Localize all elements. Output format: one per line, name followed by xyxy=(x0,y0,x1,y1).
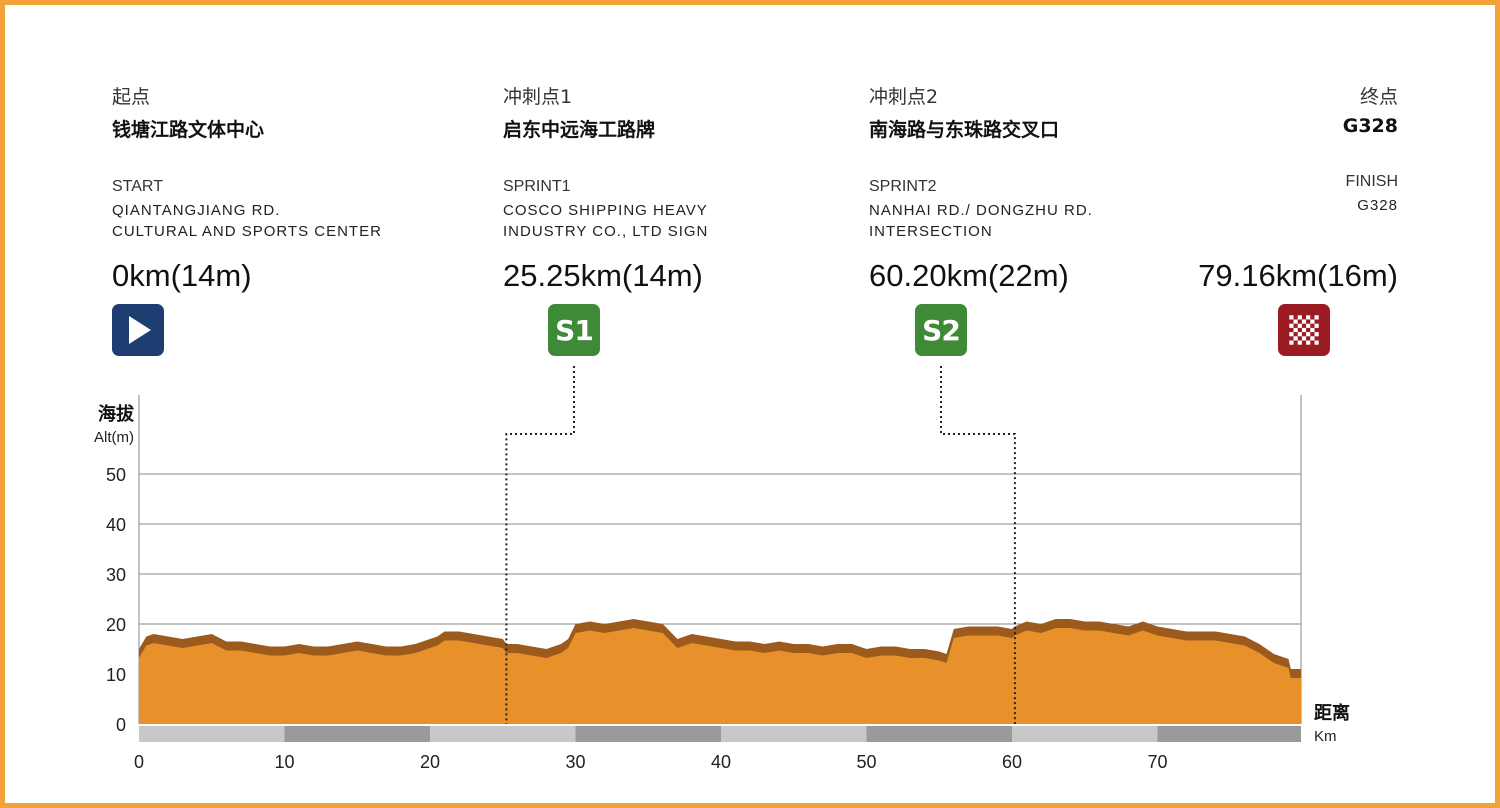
y-tick-label: 10 xyxy=(106,665,126,685)
sprint1-en-label: SPRINT1 xyxy=(503,178,571,195)
sprint2-en-label: SPRINT2 xyxy=(869,178,937,195)
y-tick-label: 50 xyxy=(106,465,126,485)
x-tick-label: 30 xyxy=(565,752,585,772)
y-tick-label: 30 xyxy=(106,565,126,585)
start-en-name: QIANTANGJIANG RD. CULTURAL AND SPORTS CE… xyxy=(112,202,382,240)
start-marker xyxy=(112,304,164,356)
x-tick-label: 70 xyxy=(1147,752,1167,772)
start-zh-name: 钱塘江路文体中心 xyxy=(112,119,265,141)
x-tick-label: 50 xyxy=(856,752,876,772)
sprint2-en-name: NANHAI RD./ DONGZHU RD. INTERSECTION xyxy=(869,202,1093,240)
distance-bar-segment xyxy=(575,726,721,742)
sprint2-info: 冲刺点2 南海路与东珠路交叉口 SPRINT2 NANHAI RD./ DONG… xyxy=(869,82,1093,242)
sprint1-distance: 25.25km(14m) xyxy=(503,258,703,293)
sprint2-distance: 60.20km(22m) xyxy=(869,258,1069,293)
play-icon xyxy=(129,316,151,344)
finish-distance: 79.16km(16m) xyxy=(1198,258,1398,293)
distance-bar-segment xyxy=(430,726,576,742)
start-zh-label: 起点 xyxy=(112,86,151,108)
sprint1-zh-label: 冲刺点1 xyxy=(503,86,573,108)
x-tick-label: 20 xyxy=(420,752,440,772)
y-axis-label: Alt(m) xyxy=(94,429,134,446)
y-tick-label: 20 xyxy=(106,615,126,635)
sprint1-zh-name: 启东中远海工路牌 xyxy=(503,119,656,141)
x-tick-label: 40 xyxy=(711,752,731,772)
start-distance: 0km(14m) xyxy=(112,258,252,293)
finish-en-label: FINISH xyxy=(1345,173,1398,190)
finish-en-name: G328 xyxy=(1357,197,1398,214)
x-tick-label: 60 xyxy=(1002,752,1022,772)
x-axis-label-zh: 距离 xyxy=(1314,702,1350,724)
finish-zh-label: 终点 xyxy=(1359,86,1398,108)
elevation-area xyxy=(139,628,1301,724)
y-tick-label: 0 xyxy=(116,715,126,735)
finish-info: 终点 G328 FINISH G328 xyxy=(1343,82,1398,216)
distance-bar-segment xyxy=(1012,726,1158,742)
distance-bar-segment xyxy=(284,726,430,742)
x-tick-label: 10 xyxy=(274,752,294,772)
distance-bar-segment xyxy=(721,726,867,742)
sprint-leader-line xyxy=(505,366,575,724)
y-tick-label: 40 xyxy=(106,515,126,535)
start-en-label: START xyxy=(112,178,163,195)
x-tick-label: 0 xyxy=(134,752,144,772)
distance-bar-segment xyxy=(139,726,285,742)
distance-bar-segment xyxy=(1157,726,1301,742)
sprint2-badge: S2 xyxy=(915,304,967,356)
y-axis-label-zh: 海拔 xyxy=(98,403,135,425)
checkered-flag-icon xyxy=(1289,315,1319,345)
sprint1-en-name: COSCO SHIPPING HEAVY INDUSTRY CO., LTD S… xyxy=(503,202,709,240)
finish-marker xyxy=(1278,304,1330,356)
sprint1-info: 冲刺点1 启东中远海工路牌 SPRINT1 COSCO SHIPPING HEA… xyxy=(503,82,708,242)
start-info: 起点 钱塘江路文体中心 START QIANTANGJIANG RD. CULT… xyxy=(112,82,382,242)
finish-zh-name: G328 xyxy=(1342,115,1398,137)
distance-bar-segment xyxy=(866,726,1012,742)
sprint2-zh-label: 冲刺点2 xyxy=(869,86,939,108)
sprint-leader-line xyxy=(940,366,1016,724)
sprint1-badge: S1 xyxy=(548,304,600,356)
sprint2-zh-name: 南海路与东珠路交叉口 xyxy=(869,119,1060,141)
x-axis-label: Km xyxy=(1314,728,1337,745)
